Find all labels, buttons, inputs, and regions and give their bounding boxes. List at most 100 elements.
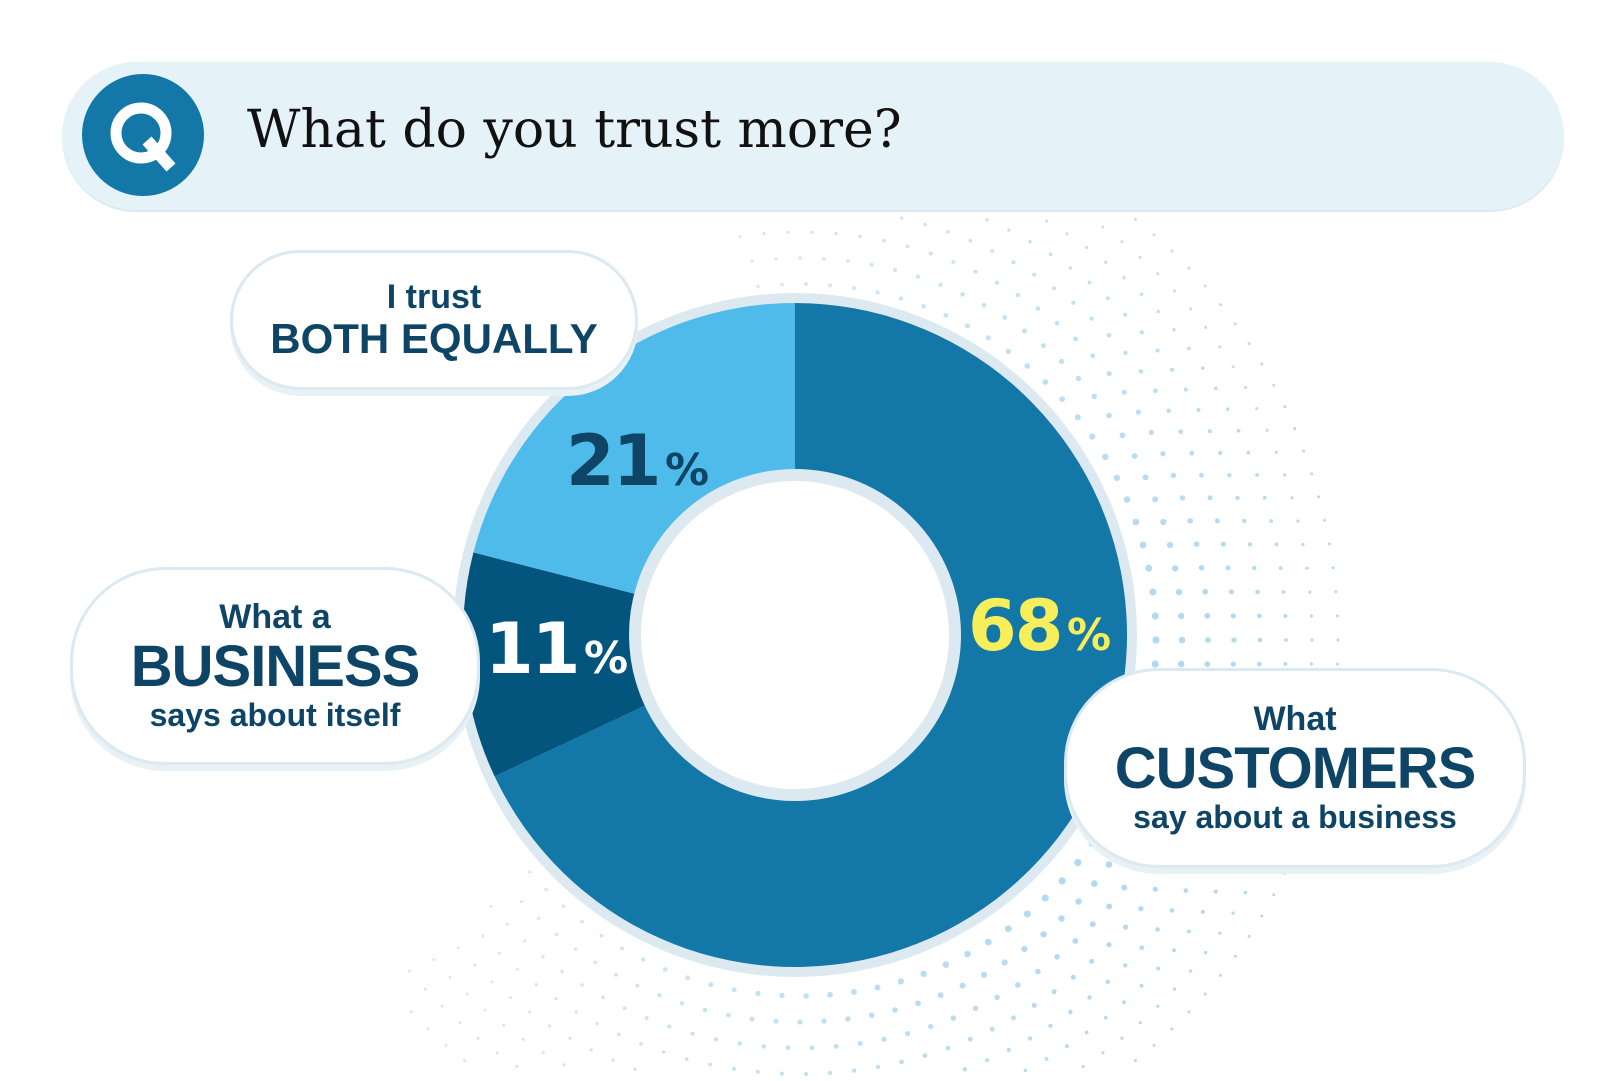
decorative-dot bbox=[516, 967, 519, 971]
decorative-dot bbox=[1048, 1023, 1053, 1028]
decorative-dot bbox=[845, 1016, 851, 1022]
decorative-dot bbox=[1089, 958, 1095, 964]
decorative-dot bbox=[1247, 934, 1251, 938]
decorative-dot bbox=[1225, 868, 1230, 873]
decorative-dot bbox=[1310, 472, 1314, 476]
donut-slice-both bbox=[473, 303, 795, 596]
decorative-dot bbox=[1058, 877, 1066, 885]
decorative-dot bbox=[1023, 910, 1031, 918]
decorative-dot bbox=[875, 290, 880, 295]
decorative-dot bbox=[780, 282, 784, 287]
decorative-dot bbox=[616, 1032, 621, 1037]
decorative-dot bbox=[803, 993, 809, 999]
decorative-dot bbox=[1138, 906, 1144, 912]
decorative-dot bbox=[1052, 286, 1057, 291]
slice-label-customers: 68 % bbox=[968, 585, 1111, 667]
decorative-dot bbox=[1074, 414, 1081, 421]
decorative-dot bbox=[1156, 966, 1161, 971]
decorative-dot bbox=[1101, 1051, 1105, 1055]
decorative-dot bbox=[1172, 328, 1176, 332]
decorative-dot bbox=[928, 1023, 934, 1030]
decorative-dot bbox=[528, 1010, 532, 1014]
decorative-dot bbox=[1323, 518, 1326, 522]
decorative-dot bbox=[580, 919, 584, 924]
decorative-dot bbox=[962, 1067, 967, 1072]
legend-both-line1: I trust bbox=[386, 277, 482, 316]
decorative-dot bbox=[1120, 240, 1124, 244]
legend-customers-line3: say about a business bbox=[1133, 799, 1457, 836]
decorative-dot bbox=[1203, 992, 1207, 996]
decorative-dot bbox=[1139, 945, 1145, 951]
decorative-dot bbox=[1160, 518, 1167, 526]
decorative-dot bbox=[1219, 973, 1223, 977]
decorative-dot bbox=[755, 1069, 760, 1074]
decorative-dot bbox=[773, 1018, 779, 1024]
decorative-dot bbox=[1104, 260, 1108, 264]
decorative-dot bbox=[972, 1005, 979, 1011]
decorative-dot bbox=[1235, 495, 1240, 501]
decorative-dot bbox=[1011, 260, 1016, 265]
decorative-dot bbox=[1284, 638, 1288, 642]
decorative-dot bbox=[1133, 1059, 1137, 1063]
decorative-dot bbox=[1293, 427, 1297, 431]
decorative-dot bbox=[1255, 407, 1259, 411]
decorative-dot bbox=[738, 235, 742, 238]
decorative-dot bbox=[1085, 245, 1089, 250]
decorative-dot bbox=[708, 1062, 713, 1067]
decorative-dot bbox=[905, 244, 910, 249]
decorative-dot bbox=[684, 1057, 689, 1061]
decorative-dot bbox=[1218, 345, 1222, 349]
decorative-dot bbox=[1105, 296, 1110, 301]
decorative-dot bbox=[589, 1048, 593, 1052]
decorative-dot bbox=[1028, 239, 1032, 244]
decorative-dot bbox=[440, 1004, 444, 1008]
decorative-dot bbox=[1290, 496, 1294, 500]
decorative-dot bbox=[473, 963, 477, 967]
decorative-dot bbox=[827, 1070, 833, 1076]
decorative-dot bbox=[409, 1010, 413, 1014]
decorative-dot bbox=[1187, 929, 1191, 934]
decorative-dot bbox=[1188, 969, 1193, 973]
decorative-dot bbox=[619, 946, 625, 951]
decorative-dot bbox=[708, 982, 714, 988]
decorative-dot bbox=[432, 958, 436, 961]
decorative-dot bbox=[1074, 859, 1082, 867]
donut-slice-customers bbox=[494, 303, 1128, 967]
decorative-dot bbox=[928, 251, 933, 256]
decorative-dot bbox=[554, 997, 558, 1001]
decorative-dot bbox=[1187, 518, 1193, 524]
decorative-dot bbox=[1203, 284, 1207, 288]
decorative-dot bbox=[498, 951, 502, 955]
decorative-dot bbox=[756, 284, 760, 289]
decorative-dot bbox=[985, 335, 991, 341]
decorative-dot bbox=[1044, 1057, 1049, 1061]
decorative-dot bbox=[1138, 1021, 1142, 1025]
decorative-dot bbox=[950, 1015, 956, 1021]
decorative-dot bbox=[1090, 353, 1096, 359]
decorative-dot bbox=[541, 1051, 545, 1055]
decorative-dot bbox=[408, 969, 411, 973]
decorative-dot bbox=[1123, 312, 1128, 317]
decorative-dot bbox=[1257, 637, 1263, 643]
decorative-dot bbox=[1106, 371, 1112, 377]
decorative-dot bbox=[580, 983, 584, 987]
decorative-dot bbox=[827, 991, 833, 998]
decorative-dot bbox=[1139, 541, 1147, 549]
decorative-dot bbox=[779, 1071, 785, 1076]
decorative-dot bbox=[1260, 362, 1264, 366]
decorative-dot bbox=[1242, 518, 1247, 524]
decorative-dot bbox=[1189, 307, 1192, 311]
decorative-dot bbox=[1218, 450, 1223, 455]
decorative-dot bbox=[875, 1064, 881, 1070]
decorative-dot bbox=[951, 259, 956, 264]
decorative-dot bbox=[489, 904, 493, 908]
decorative-dot bbox=[1269, 519, 1274, 523]
decorative-dot bbox=[945, 1045, 951, 1051]
decorative-dot bbox=[679, 1001, 685, 1006]
decorative-dot bbox=[1001, 959, 1008, 966]
decorative-dot bbox=[1193, 541, 1200, 547]
decorative-dot bbox=[920, 970, 927, 977]
decorative-dot bbox=[1015, 982, 1021, 988]
decorative-dot bbox=[1040, 931, 1047, 938]
